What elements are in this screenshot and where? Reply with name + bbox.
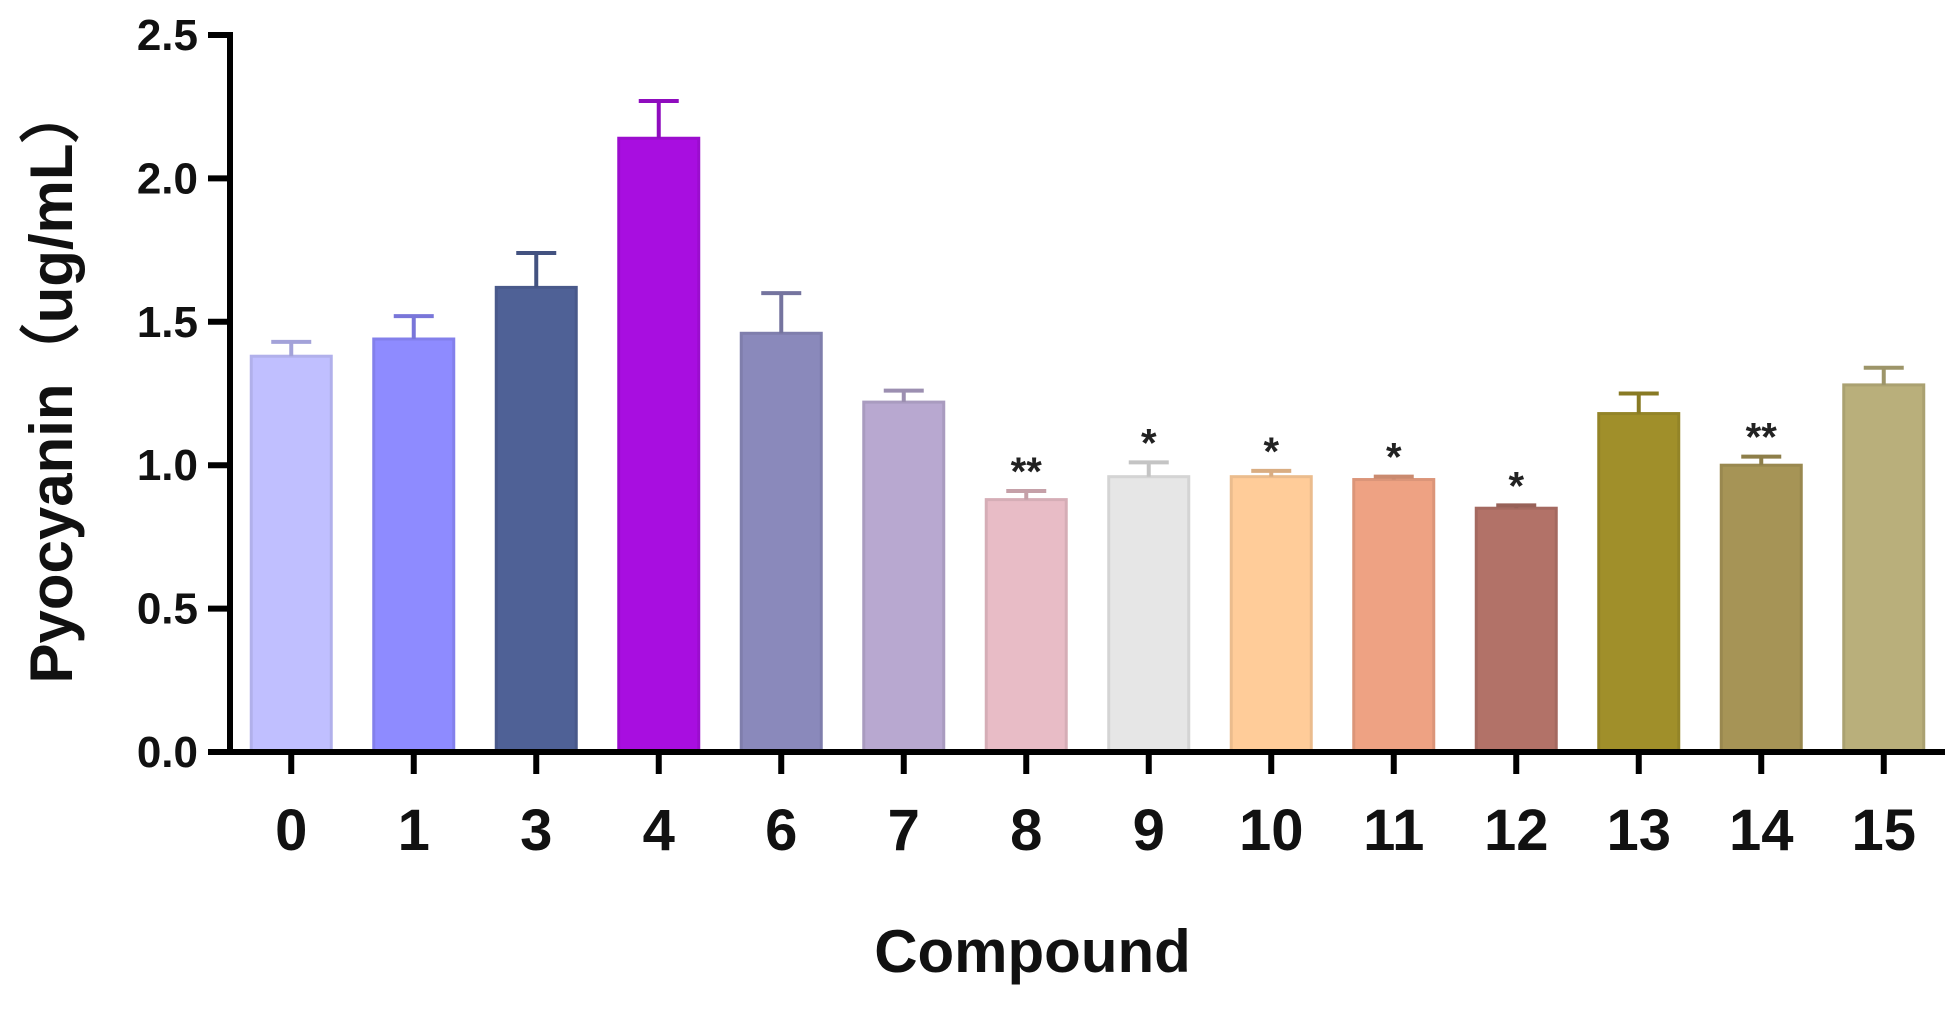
- y-tick-label-0.5: 0.5: [137, 585, 198, 634]
- y-tick-label-2.5: 2.5: [137, 11, 198, 60]
- x-tick-label-12: 12: [1484, 798, 1549, 863]
- x-axis-title: Compound: [874, 918, 1191, 985]
- bar-15: [1842, 383, 1926, 754]
- x-tick-label-7: 7: [888, 798, 920, 863]
- x-tick-label-8: 8: [1010, 798, 1042, 863]
- bar-1: [372, 337, 456, 754]
- x-tick-label-6: 6: [765, 798, 797, 863]
- bar-4: [617, 136, 701, 754]
- significance-label-9: *: [1141, 421, 1157, 465]
- bar-6: [739, 331, 823, 754]
- y-tick-label-0.0: 0.0: [137, 728, 198, 777]
- x-tick-label-9: 9: [1133, 798, 1165, 863]
- bar-11: [1352, 478, 1436, 754]
- x-tick-label-10: 10: [1239, 798, 1304, 863]
- x-tick-label-13: 13: [1606, 798, 1671, 863]
- y-tick-label-1.5: 1.5: [137, 298, 198, 347]
- significance-label-10: *: [1263, 430, 1279, 474]
- x-tick-label-15: 15: [1851, 798, 1916, 863]
- bar-7: [862, 400, 946, 754]
- bar-13: [1597, 412, 1681, 754]
- y-axis-title: Pyocyanin（ug/mL）: [18, 83, 85, 683]
- bar-0: [249, 354, 333, 754]
- x-tick-label-3: 3: [520, 798, 552, 863]
- x-tick-label-14: 14: [1729, 798, 1794, 863]
- labels-layer: 0 1 3 4 6 7**8*9*10*11*12 13**14 150.00.51.01.5…: [18, 11, 1916, 985]
- bars-layer: [249, 98, 1926, 754]
- bar-8: [984, 498, 1068, 754]
- y-tick-label-1.0: 1.0: [137, 441, 198, 490]
- axes-layer: [208, 32, 1945, 774]
- bar-9: [1107, 475, 1191, 754]
- x-tick-label-4: 4: [643, 798, 675, 863]
- x-tick-label-11: 11: [1363, 798, 1424, 863]
- bar-3: [494, 285, 578, 754]
- significance-label-14: **: [1746, 416, 1778, 460]
- y-tick-label-2.0: 2.0: [137, 154, 198, 203]
- significance-label-11: *: [1386, 436, 1402, 480]
- bar-14: [1719, 463, 1803, 754]
- x-tick-label-1: 1: [398, 798, 430, 863]
- bar-10: [1229, 475, 1313, 754]
- x-tick-label-0: 0: [275, 798, 307, 863]
- bar-12: [1474, 506, 1558, 754]
- significance-label-12: *: [1508, 464, 1524, 508]
- significance-label-8: **: [1011, 450, 1043, 494]
